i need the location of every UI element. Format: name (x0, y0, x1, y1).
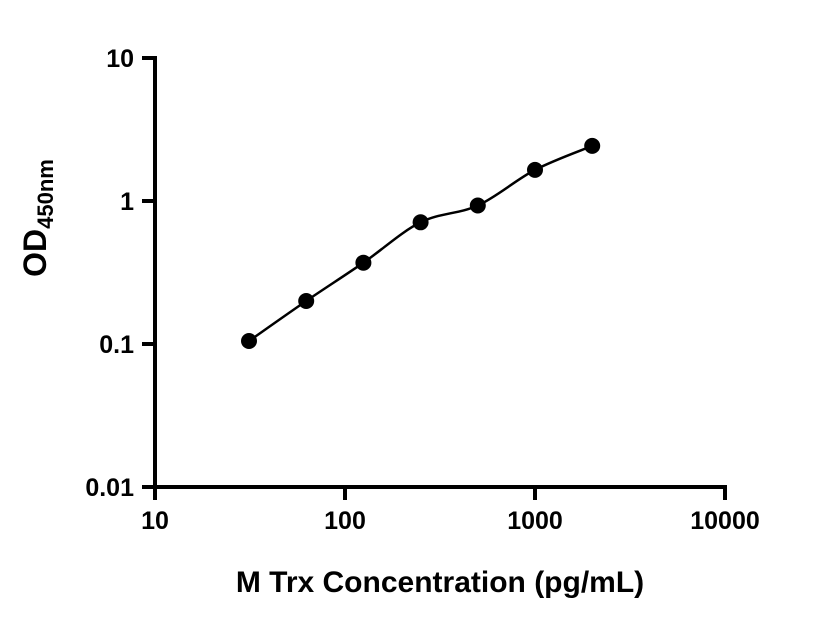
x-tick-label: 1000 (507, 507, 563, 535)
x-tick-label: 10 (141, 507, 169, 535)
data-point (584, 137, 601, 154)
series-layer (241, 137, 601, 349)
y-tick-label: 1 (120, 188, 134, 216)
axes-layer: 10 100 1000 10000 0.01 0.1 1 10 (85, 45, 759, 535)
y-axis-title-subscript: 450nm (33, 159, 58, 229)
x-axis-title: M Trx Concentration (pg/mL) (236, 566, 644, 599)
data-point (412, 214, 429, 231)
y-tick-label: 10 (106, 45, 134, 73)
data-point (469, 197, 486, 214)
data-point (298, 293, 315, 309)
x-tick-label: 10000 (690, 507, 760, 535)
y-axis-title: OD450nm (17, 159, 58, 277)
y-tick-label: 0.01 (85, 474, 134, 502)
data-point (355, 254, 372, 271)
x-tick-label: 100 (324, 507, 366, 535)
y-tick-label: 0.1 (99, 331, 134, 359)
data-point (527, 161, 543, 178)
data-point (241, 333, 257, 349)
y-axis-title-main: OD (17, 229, 53, 277)
